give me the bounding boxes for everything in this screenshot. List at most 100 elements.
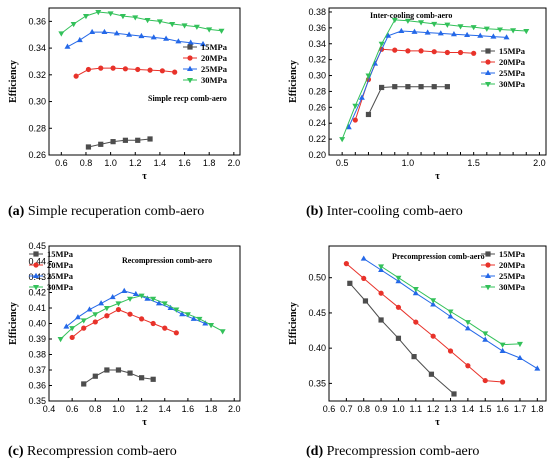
data-point-25MPa [132, 290, 139, 297]
chart-annotation: Inter-cooling comb-aero [370, 11, 452, 20]
data-point-30MPa [156, 19, 163, 25]
data-point-30MPa [103, 306, 110, 312]
data-point-30MPa [464, 320, 471, 326]
data-point-30MPa [70, 22, 77, 28]
data-point-15MPa [92, 373, 98, 379]
legend-marker [485, 82, 491, 88]
data-point-25MPa [190, 315, 197, 321]
x-tick-label: 1.6 [182, 404, 195, 414]
y-tick-label: 0.45 [28, 241, 46, 251]
legend-label: 25MPa [499, 68, 526, 78]
data-point-15MPa [379, 84, 385, 91]
data-point-20MPa [162, 325, 168, 331]
y-tick-label: 0.38 [308, 7, 326, 17]
data-point-30MPa [80, 318, 87, 324]
chart-annotation: Recompression comb-aero [122, 256, 212, 265]
data-point-15MPa [378, 317, 384, 323]
data-point-30MPa [132, 15, 139, 21]
data-point-25MPa [477, 32, 484, 38]
data-point-25MPa [411, 28, 418, 34]
data-point-30MPa [412, 286, 419, 293]
legend-label: 30MPa [47, 282, 74, 292]
series-line-25MPa [67, 31, 204, 48]
legend-label: 25MPa [201, 64, 228, 74]
legend-marker [485, 262, 491, 268]
data-point-15MPa [362, 298, 369, 304]
data-point-25MPa [360, 255, 367, 261]
data-point-20MPa [98, 65, 104, 71]
data-point-25MPa [121, 287, 128, 293]
data-point-25MPa [358, 94, 365, 100]
y-tick-label: 0.38 [28, 350, 46, 360]
data-point-25MPa [503, 34, 510, 40]
series-line-20MPa [354, 48, 474, 121]
data-point-30MPa [496, 27, 503, 33]
y-tick-label: 0.41 [28, 303, 46, 313]
data-point-15MPa [122, 137, 128, 143]
data-point-25MPa [430, 301, 437, 307]
legend-marker [33, 251, 39, 257]
data-point-20MPa [352, 117, 358, 123]
legend-marker [485, 251, 491, 257]
data-point-20MPa [135, 66, 141, 73]
data-point-30MPa [144, 18, 151, 24]
data-point-25MPa [113, 30, 120, 36]
y-axis-label: Efficiency [288, 60, 299, 103]
x-tick-label: 0.6 [55, 158, 68, 168]
data-point-20MPa [127, 311, 133, 317]
x-tick-label: 0.7 [340, 404, 353, 414]
data-point-20MPa [395, 304, 402, 310]
legend-marker [33, 262, 39, 268]
data-point-25MPa [98, 300, 105, 306]
data-point-30MPa [218, 28, 225, 34]
data-point-25MPa [101, 28, 108, 35]
y-tick-label: 0.39 [28, 334, 46, 344]
y-tick-label: 0.20 [308, 150, 326, 160]
data-point-25MPa [398, 27, 405, 34]
x-tick-label: 0.9 [375, 404, 388, 414]
data-point-25MPa [167, 304, 174, 310]
data-point-15MPa [85, 144, 92, 150]
data-point-20MPa [457, 49, 464, 56]
data-point-20MPa [361, 275, 367, 282]
y-tick-label: 0.35 [308, 378, 326, 388]
y-tick-label: 0.22 [308, 134, 326, 144]
data-point-30MPa [483, 26, 490, 32]
data-point-25MPa [482, 336, 489, 342]
data-point-30MPa [115, 301, 122, 307]
x-tick-label: 1.4 [154, 158, 167, 168]
legend-marker [485, 285, 491, 291]
data-point-15MPa [81, 381, 87, 387]
data-point-20MPa [444, 49, 450, 56]
data-point-15MPa [347, 280, 353, 286]
data-point-15MPa [411, 354, 417, 360]
x-tick-label: 0.8 [357, 404, 370, 414]
legend-label: 15MPa [499, 249, 526, 259]
data-point-25MPa [163, 35, 170, 41]
data-point-25MPa [499, 347, 506, 353]
data-point-25MPa [516, 354, 523, 361]
data-point-20MPa [392, 47, 398, 53]
x-tick-label: 2.0 [228, 158, 241, 168]
legend-marker [485, 48, 491, 54]
data-point-25MPa [175, 38, 182, 44]
legend-label: 20MPa [499, 260, 526, 270]
chart-annotation: Simple recp comb-aero [148, 94, 227, 103]
data-point-15MPa [150, 376, 156, 382]
data-point-25MPa [202, 320, 209, 326]
data-point-20MPa [139, 316, 145, 322]
panel-caption: (a) Simple recuperation comb-aero [8, 204, 204, 219]
data-point-25MPa [424, 29, 431, 35]
x-tick-label: 2.0 [533, 158, 546, 168]
y-tick-label: 0.30 [308, 71, 326, 81]
data-point-30MPa [378, 41, 385, 47]
data-point-30MPa [196, 316, 203, 323]
data-point-20MPa [69, 334, 75, 341]
y-tick-label: 0.37 [28, 365, 46, 375]
data-point-20MPa [159, 68, 165, 74]
x-tick-label: 0.6 [66, 404, 79, 414]
series-line-20MPa [346, 263, 503, 383]
data-point-30MPa [206, 27, 213, 33]
data-point-30MPa [181, 23, 188, 29]
